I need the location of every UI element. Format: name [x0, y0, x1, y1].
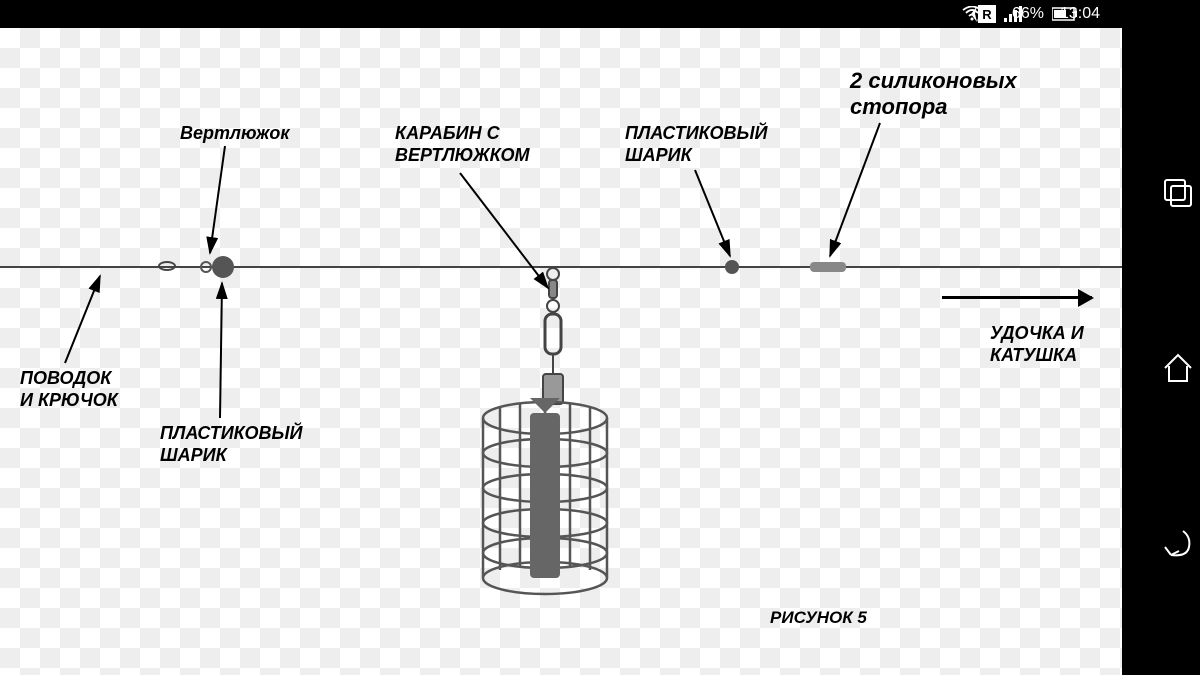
fishing-rig-diagram: Вертлюжок КАРАБИН С ВЕРТЛЮЖКОМ ПЛАСТИКОВ…: [0, 28, 1122, 675]
android-nav-bar: [1122, 28, 1200, 675]
diagram-viewport[interactable]: Вертлюжок КАРАБИН С ВЕРТЛЮЖКОМ ПЛАСТИКОВ…: [0, 28, 1122, 675]
pointer-arrows: [0, 28, 1122, 675]
status-bar: R 66% 13:04: [0, 0, 1200, 28]
